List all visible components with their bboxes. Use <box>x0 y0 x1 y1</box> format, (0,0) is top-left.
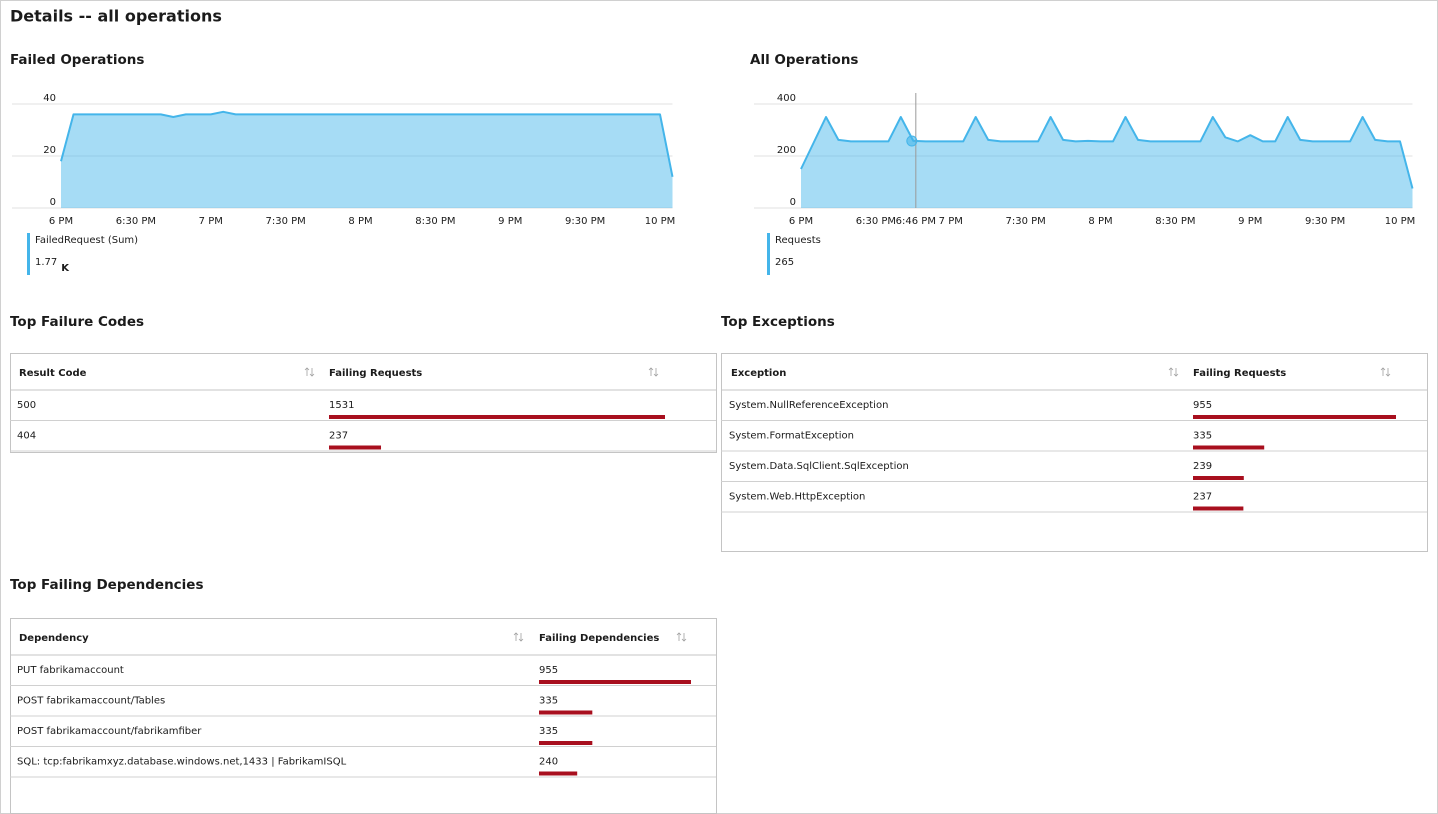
x-tick-label: 8 PM <box>1088 216 1112 227</box>
cell-value: 335 <box>539 696 558 707</box>
cell-value: 237 <box>1193 492 1212 503</box>
value-bar <box>329 445 382 450</box>
hover-label: 6:46 PM <box>896 216 936 227</box>
table-title: Top Failure Codes <box>10 314 144 330</box>
table-title: Top Failing Dependencies <box>10 577 204 593</box>
sort-icon[interactable] <box>676 632 687 642</box>
x-tick-label: 9 PM <box>1238 216 1262 227</box>
sort-icon[interactable] <box>1168 367 1179 377</box>
chart-title: Failed Operations <box>10 52 144 68</box>
cell-value: 1531 <box>329 400 354 411</box>
hover-point <box>906 135 918 147</box>
column-header[interactable]: Result Code <box>19 368 87 379</box>
sort-icon[interactable] <box>1380 367 1391 377</box>
x-tick-label: 8:30 PM <box>415 216 455 227</box>
cell-value: 955 <box>539 665 558 676</box>
column-header[interactable]: Exception <box>731 368 786 379</box>
x-tick-label: 10 PM <box>1385 216 1416 227</box>
metric-accent <box>27 233 30 275</box>
y-tick-label: 200 <box>777 145 796 156</box>
cell-value: 335 <box>539 726 558 737</box>
hover-label-bg <box>895 214 936 228</box>
cell-text: PUT fabrikamaccount <box>17 665 124 676</box>
y-tick-label: 40 <box>43 93 56 104</box>
x-tick-label: 8:30 PM <box>1155 216 1195 227</box>
chart-title: All Operations <box>750 52 858 68</box>
cell-value: 239 <box>1193 461 1212 472</box>
x-tick-label: 7 PM <box>939 216 963 227</box>
area-line <box>800 116 1414 189</box>
x-tick-label: 9:30 PM <box>1305 216 1345 227</box>
x-tick-label: 6:30 PM <box>856 216 896 227</box>
value-bar <box>539 741 593 745</box>
value-bar <box>539 710 593 715</box>
cell-text: System.Web.HttpException <box>729 492 865 503</box>
cell-text: POST fabrikamaccount/Tables <box>17 696 165 707</box>
x-tick-label: 9:30 PM <box>565 216 605 227</box>
value-bar <box>1193 445 1265 450</box>
x-tick-label: 10 PM <box>645 216 676 227</box>
y-tick-label: 20 <box>43 145 56 156</box>
x-tick-label: 7:30 PM <box>1005 216 1045 227</box>
cell-text: System.NullReferenceException <box>729 400 888 411</box>
y-tick-label: 0 <box>790 197 796 208</box>
cell-value: 237 <box>329 431 348 442</box>
value-bar <box>539 771 578 776</box>
x-tick-label: 6 PM <box>49 216 73 227</box>
metric-label: Requests <box>775 235 821 246</box>
sort-icon[interactable] <box>304 367 315 377</box>
cell-text: POST fabrikamaccount/fabrikamfiber <box>17 726 202 737</box>
x-tick-label: 9 PM <box>498 216 522 227</box>
value-bar <box>1193 476 1244 480</box>
metric-unit: K <box>61 263 70 274</box>
area-fill <box>801 117 1413 208</box>
sort-icon[interactable] <box>513 632 524 642</box>
x-tick-label: 7 PM <box>199 216 223 227</box>
cell-value: 955 <box>1193 400 1212 411</box>
y-tick-label: 0 <box>50 197 56 208</box>
area-fill <box>61 111 673 208</box>
table-frame <box>721 353 1428 552</box>
value-bar <box>329 415 665 419</box>
metric-value: 1.77 <box>35 257 57 268</box>
value-bar <box>1193 415 1396 419</box>
cell-value: 240 <box>539 757 558 768</box>
column-header[interactable]: Dependency <box>19 633 89 644</box>
cell-text: System.Data.SqlClient.SqlException <box>729 461 909 472</box>
metric-label: FailedRequest (Sum) <box>35 235 138 246</box>
table-frame <box>10 353 717 453</box>
x-tick-label: 8 PM <box>348 216 372 227</box>
value-bar <box>1193 506 1244 511</box>
sort-icon[interactable] <box>648 367 659 377</box>
x-tick-label: 6 PM <box>789 216 813 227</box>
table-title: Top Exceptions <box>721 314 835 330</box>
value-bar <box>539 680 691 684</box>
metric-value: 265 <box>775 257 794 268</box>
column-header[interactable]: Failing Requests <box>329 368 422 379</box>
column-header[interactable]: Failing Dependencies <box>539 633 659 644</box>
x-tick-label: 6:30 PM <box>116 216 156 227</box>
page-title: Details -- all operations <box>10 7 222 26</box>
x-tick-label: 7:30 PM <box>265 216 305 227</box>
cell-text: SQL: tcp:fabrikamxyz.database.windows.ne… <box>17 757 347 768</box>
area-line <box>60 110 674 177</box>
cell-text: 500 <box>17 400 36 411</box>
y-tick-label: 400 <box>777 93 796 104</box>
column-header[interactable]: Failing Requests <box>1193 368 1286 379</box>
cell-text: 404 <box>17 431 36 442</box>
metric-accent <box>767 233 770 275</box>
cell-value: 335 <box>1193 431 1212 442</box>
cell-text: System.FormatException <box>729 431 854 442</box>
